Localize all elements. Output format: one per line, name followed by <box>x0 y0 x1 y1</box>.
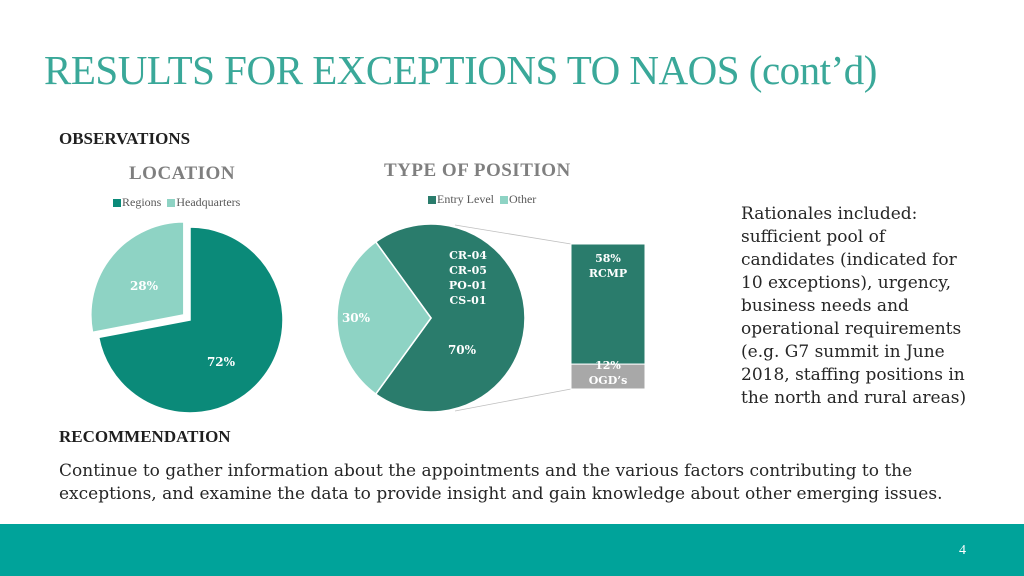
location-pie: 72% 28% <box>90 221 284 414</box>
bar-label-ogds: OGD’s <box>589 374 628 387</box>
page-title: RESULTS FOR EXCEPTIONS TO NAOS (cont’d) <box>44 47 877 93</box>
position-breakdown-bar: 58% RCMP 12% OGD’s <box>454 224 646 412</box>
recommendation-text: Continue to gather information about the… <box>59 461 943 504</box>
rationale-text: Rationales included: sufficient pool of … <box>741 204 967 408</box>
pie-label-group-cr-04: CR-04 <box>449 249 487 262</box>
legend-item-regions: Regions <box>113 195 161 210</box>
legend-swatch-other <box>499 195 508 204</box>
position-pie: CR-04 CR-05 PO-01 CS-01 70% 30% <box>336 223 526 413</box>
connector-line-top <box>454 224 572 245</box>
bar-value-rcmp: 58% <box>595 252 621 265</box>
legend-swatch-entry-level <box>428 195 436 204</box>
legend-label-regions: Regions <box>122 195 162 209</box>
legend-item-headquarters: Headquarters <box>167 195 240 210</box>
pie-label-other: 30% <box>342 311 371 325</box>
page-number: 4 <box>959 543 966 558</box>
footer-bar: 4 <box>0 524 1024 576</box>
pie-slice-headquarters <box>90 221 185 334</box>
pie-slice-entry-level <box>374 223 526 413</box>
pie-label-headquarters: 28% <box>130 279 159 293</box>
legend-item-other: Other <box>499 192 537 207</box>
bar-label-rcmp: RCMP <box>589 267 627 280</box>
pie-label-entry-level: 70% <box>448 343 477 357</box>
pie-label-group-cs-01: CS-01 <box>450 294 487 307</box>
legend-label-headquarters: Headquarters <box>176 195 241 209</box>
legend-label-other: Other <box>508 192 537 206</box>
pie-label-group-cr-05: CR-05 <box>449 264 487 277</box>
legend-swatch-regions <box>113 198 121 207</box>
pie-slice-regions <box>97 226 284 414</box>
bar-value-ogds: 12% <box>595 359 621 372</box>
legend-label-entry-level: Entry Level <box>437 192 494 206</box>
legend-item-entry-level: Entry Level <box>428 192 494 207</box>
pie-label-regions: 72% <box>207 355 236 369</box>
location-chart-title: LOCATION <box>129 163 236 184</box>
pie-label-group-po-01: PO-01 <box>449 279 487 292</box>
pie-slice-other <box>336 240 432 396</box>
recommendation-heading: RECOMMENDATION <box>59 427 231 446</box>
legend-swatch-headquarters <box>167 198 176 207</box>
position-chart-title: TYPE OF POSITION <box>384 160 571 181</box>
location-legend: Regions Headquarters <box>113 195 244 210</box>
connector-line-bottom <box>454 388 572 412</box>
observations-heading: OBSERVATIONS <box>59 129 191 148</box>
bar-segment-ogds <box>570 363 646 390</box>
position-legend: Entry Level Other <box>428 192 540 207</box>
